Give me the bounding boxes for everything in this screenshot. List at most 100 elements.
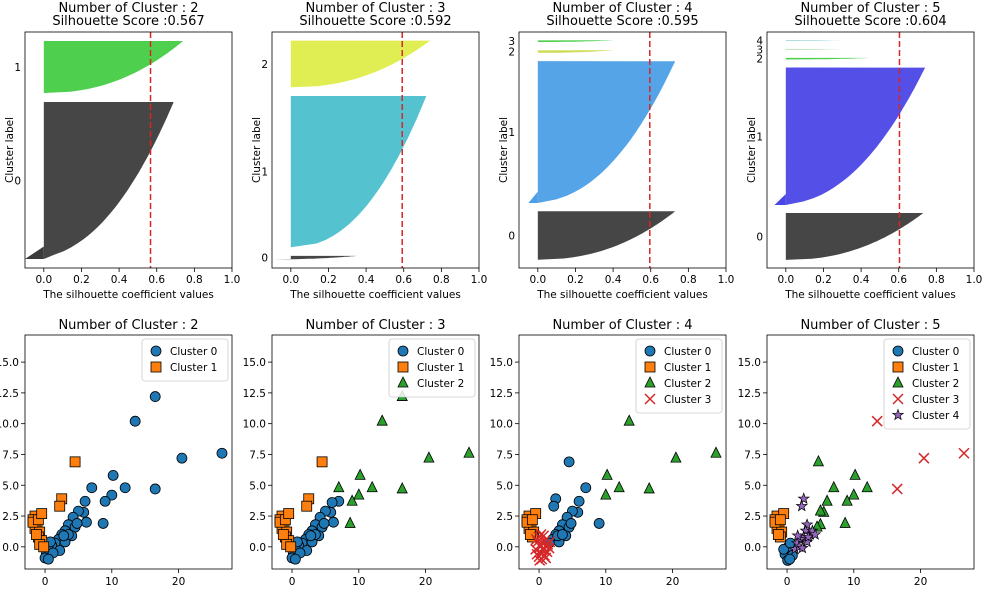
x-tick-label: 0.6 [890,274,907,286]
x-tick-label: 0.4 [853,274,870,286]
x-tick-label: 10 [599,576,612,588]
y-axis-label: Cluster label [251,117,263,183]
y-tick-label: 5.0 [2,480,19,492]
data-point-cluster-3 [918,452,930,464]
data-point-cluster-0 [42,553,54,565]
cluster-label-text: 2 [508,47,515,59]
x-tick-label: 0.0 [35,274,52,286]
data-point-cluster-2 [344,516,356,528]
x-tick-label: 0.0 [529,274,546,286]
x-axis-label: The silhouette coefficient values [289,289,461,301]
data-point-cluster-2 [333,480,345,493]
y-tick-label: 7.5 [2,449,19,461]
legend-marker [397,361,409,373]
silhouette-cluster-0 [785,213,924,260]
y-tick-label: 7.5 [744,449,761,461]
y-tick-label: 12.5 [490,388,513,400]
cluster-label-text: 4 [756,35,763,47]
data-point-cluster-1 [301,500,313,512]
x-tick-label: 0.4 [111,274,128,286]
y-tick-label: 10.0 [490,419,513,431]
x-tick-label: 0.6 [148,274,165,286]
data-point-cluster-2 [354,468,366,480]
data-point-cluster-2 [601,468,613,480]
axes-frame [518,334,727,570]
axes-frame [271,334,480,570]
data-point-cluster-2 [396,482,408,494]
data-point-cluster-3 [544,536,556,548]
x-tick-label: 0.4 [605,274,622,286]
data-point-cluster-4 [802,530,815,543]
data-point-cluster-1 [36,508,48,519]
legend: Cluster 0 Cluster 1 Cluster 2 Cluster 3 [635,338,723,414]
chart-title: Number of Cluster : 2 [58,1,198,16]
data-point-cluster-0 [563,456,575,468]
x-tick-label: 20 [666,576,679,588]
legend-marker [644,361,656,373]
silhouette-cluster-1 [43,40,184,94]
data-point-cluster-2 [839,516,851,528]
axes-frame [24,334,233,570]
cluster-label-text: 2 [261,59,268,71]
x-tick-label: 0.6 [642,274,659,286]
legend-label: Cluster 1 [664,362,711,374]
x-tick-label: 10 [847,576,860,588]
y-tick-label: 5.0 [496,480,513,492]
data-point-cluster-0 [784,553,796,565]
x-tick-label: 10 [352,576,365,588]
y-tick-label: 0.0 [2,542,19,554]
y-tick-label: 10.0 [243,419,266,431]
scatter-plot-3: 0 10 20 0.0 2.5 5.0 7.5 10.0 12.5 15.0 Number of C… [243,318,480,588]
data-point-cluster-4 [796,541,809,554]
data-point-cluster-2 [861,480,873,493]
x-axis-label: The silhouette coefficient values [784,289,956,301]
legend-label: Cluster 2 [664,378,711,390]
x-axis-label: The silhouette coefficient values [536,289,708,301]
data-point-cluster-0 [328,516,339,528]
x-tick-label: 0.2 [320,274,337,286]
silhouette-cluster-2 [785,57,871,60]
legend-label: Cluster 1 [170,362,217,374]
data-point-cluster-2 [849,468,861,480]
data-point-cluster-3 [540,552,552,564]
data-point-cluster-1 [772,529,784,540]
data-point-cluster-0 [548,500,560,512]
data-point-cluster-3 [534,554,546,566]
data-point-cluster-0 [129,415,141,427]
data-point-cluster-4 [800,518,814,530]
legend-marker [397,376,409,388]
data-point-cluster-2 [670,451,682,463]
chart-title: Number of Cluster : 5 [800,1,940,16]
data-point-cluster-2 [623,414,635,426]
silhouette-negative-tail [528,191,538,203]
silhouette-plot-2: 0 1 0.0 0.2 0.4 0.6 0.8 1.0 Number of Cluster : … [4,1,240,301]
x-tick-label: 1.0 [966,274,983,286]
silhouette-negative-tail [774,193,786,205]
chart-title: Number of Cluster : 4 [552,318,692,333]
cluster-label-text: 1 [261,167,268,179]
y-tick-label: 7.5 [496,449,513,461]
data-point-cluster-0 [149,483,161,495]
legend-label: Cluster 1 [417,362,464,374]
chart-title: Number of Cluster : 3 [305,1,445,16]
data-point-cluster-3 [891,483,903,495]
cluster-label-text: 2 [756,54,763,66]
y-tick-label: 2.5 [2,511,19,523]
y-tick-label: 12.5 [243,388,266,400]
cluster-label-text: 0 [261,253,268,265]
data-point-cluster-2 [812,454,825,467]
legend-marker [644,345,656,357]
cluster-label-text: 1 [508,127,515,139]
x-tick-label: 0.2 [567,274,584,286]
data-point-cluster-0 [99,495,111,507]
silhouette-cluster-3 [537,40,614,43]
y-tick-label: 7.5 [249,449,266,461]
legend-label: Cluster 1 [912,362,959,374]
x-tick-label: 0.6 [395,274,412,286]
legend-label: Cluster 0 [417,346,464,358]
data-point-cluster-1 [316,456,328,468]
x-tick-label: 0.8 [680,274,697,286]
data-point-cluster-0 [216,447,228,459]
data-point-cluster-3 [535,528,547,541]
y-tick-label: 5.0 [249,480,266,492]
